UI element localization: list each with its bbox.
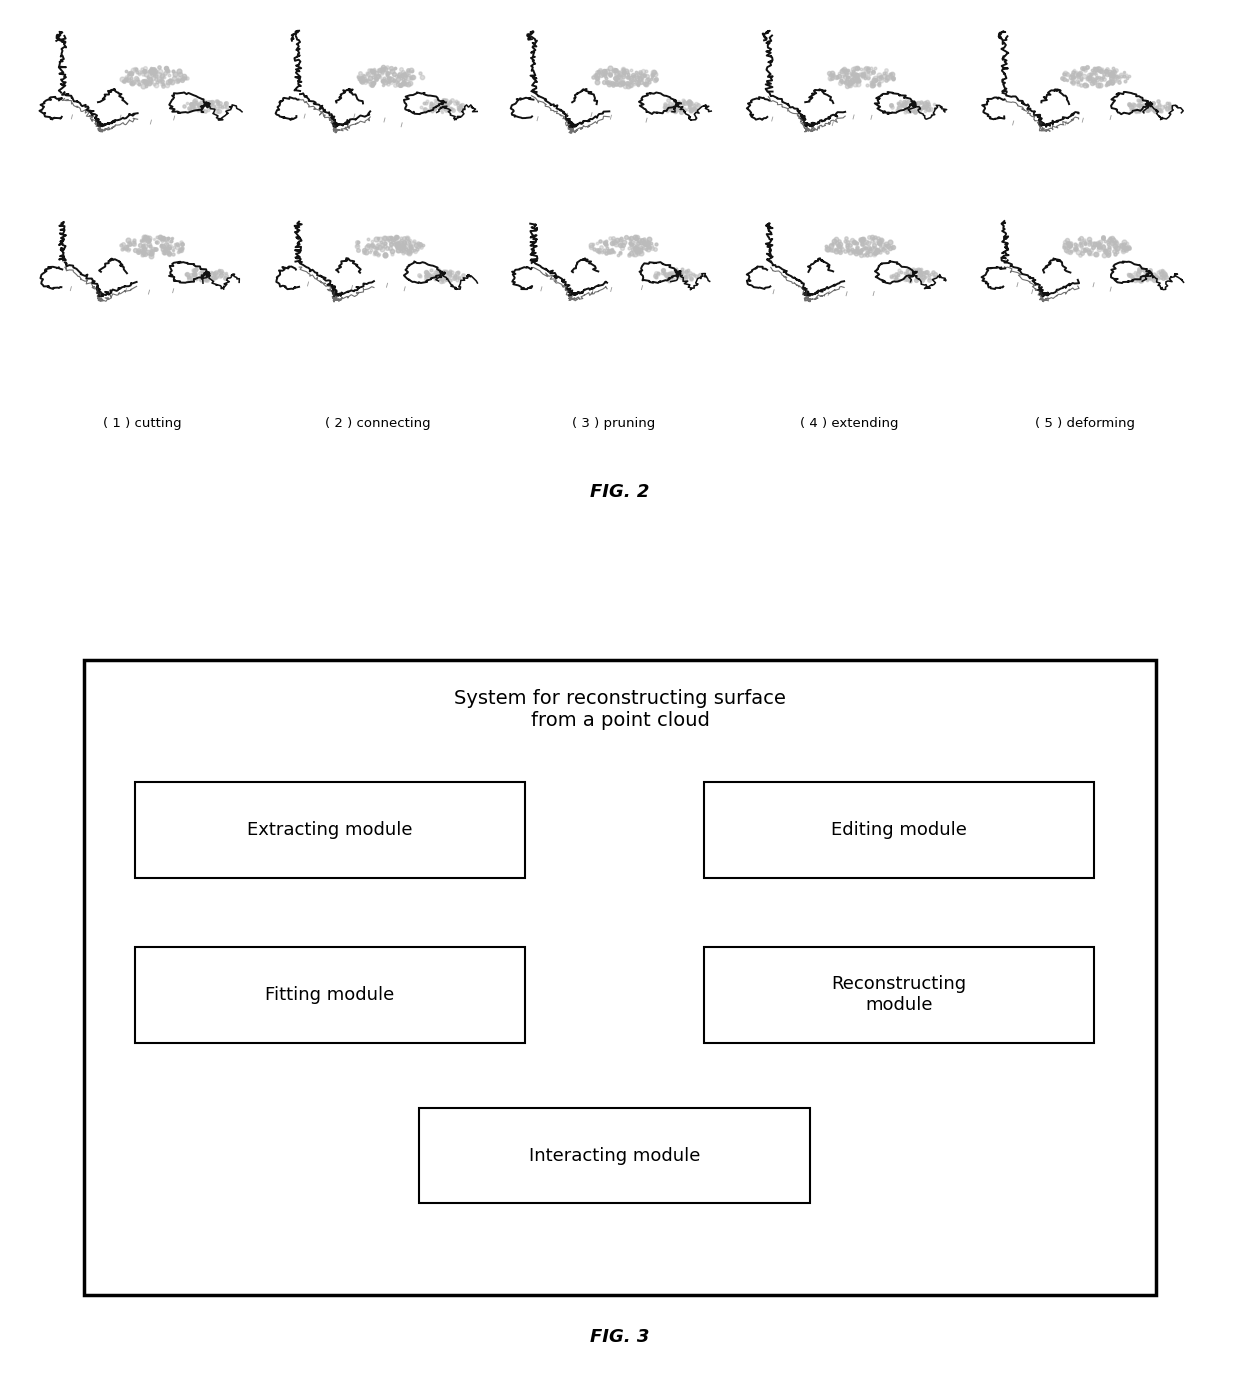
Text: ( 1 ) cutting: ( 1 ) cutting — [103, 416, 182, 430]
Text: Extracting module: Extracting module — [247, 821, 413, 839]
Text: ( 4 ) extending: ( 4 ) extending — [800, 416, 899, 430]
Text: Fitting module: Fitting module — [265, 986, 394, 1004]
FancyBboxPatch shape — [704, 947, 1095, 1043]
FancyBboxPatch shape — [84, 660, 1156, 1295]
Text: ( 2 ) connecting: ( 2 ) connecting — [325, 416, 432, 430]
FancyBboxPatch shape — [135, 947, 526, 1043]
Text: ( 3 ) pruning: ( 3 ) pruning — [572, 416, 656, 430]
Text: ( 5 ) deforming: ( 5 ) deforming — [1035, 416, 1135, 430]
Text: FIG. 2: FIG. 2 — [590, 483, 650, 501]
Text: Reconstructing
module: Reconstructing module — [832, 976, 966, 1015]
FancyBboxPatch shape — [135, 782, 526, 878]
FancyBboxPatch shape — [704, 782, 1095, 878]
Text: FIG. 3: FIG. 3 — [590, 1328, 650, 1346]
FancyBboxPatch shape — [419, 1108, 810, 1203]
Text: Editing module: Editing module — [831, 821, 967, 839]
Text: System for reconstructing surface
from a point cloud: System for reconstructing surface from a… — [454, 689, 786, 729]
Text: Interacting module: Interacting module — [528, 1147, 701, 1165]
